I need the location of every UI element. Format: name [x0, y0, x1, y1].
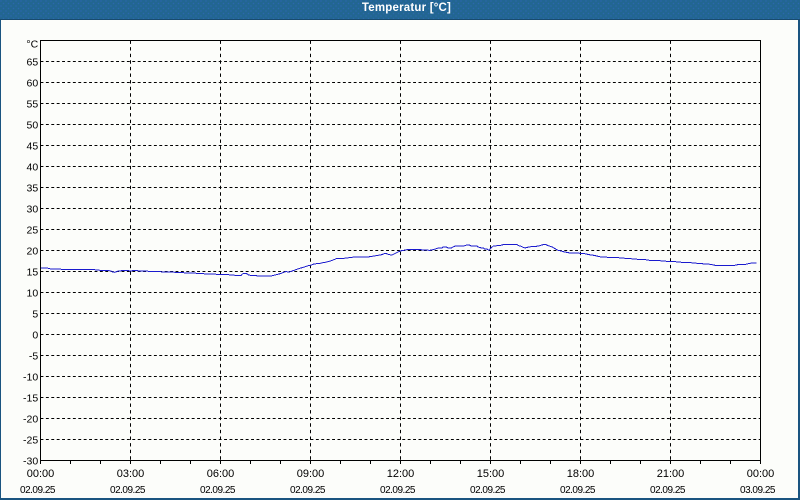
svg-text:°C: °C	[26, 39, 38, 51]
svg-text:02.09.25: 02.09.25	[650, 485, 686, 496]
svg-text:12:00: 12:00	[387, 468, 415, 480]
svg-text:40: 40	[27, 162, 39, 174]
svg-text:20: 20	[27, 246, 39, 258]
svg-text:15: 15	[27, 267, 39, 279]
svg-text:15:00: 15:00	[477, 468, 505, 480]
svg-text:02.09.25: 02.09.25	[200, 485, 236, 496]
svg-text:35: 35	[27, 183, 39, 195]
svg-text:03:00: 03:00	[117, 468, 145, 480]
svg-text:60: 60	[27, 78, 39, 90]
svg-text:02.09.25: 02.09.25	[380, 485, 416, 496]
svg-text:45: 45	[27, 141, 39, 153]
svg-text:-30: -30	[23, 456, 38, 468]
svg-text:-25: -25	[23, 435, 38, 447]
svg-text:0: 0	[32, 330, 38, 342]
svg-text:03.09.25: 03.09.25	[740, 485, 776, 496]
svg-text:10: 10	[27, 288, 39, 300]
svg-text:30: 30	[27, 204, 39, 216]
svg-text:-15: -15	[23, 393, 38, 405]
svg-text:02.09.25: 02.09.25	[560, 485, 596, 496]
svg-text:18:00: 18:00	[567, 468, 595, 480]
svg-text:50: 50	[27, 120, 39, 132]
svg-text:5: 5	[32, 309, 38, 321]
svg-text:-10: -10	[23, 372, 38, 384]
svg-text:65: 65	[27, 57, 39, 69]
svg-text:21:00: 21:00	[657, 468, 685, 480]
svg-text:-20: -20	[23, 414, 38, 426]
svg-text:02.09.25: 02.09.25	[20, 485, 56, 496]
svg-text:-5: -5	[29, 351, 38, 363]
svg-text:09:00: 09:00	[297, 468, 325, 480]
svg-text:25: 25	[27, 225, 39, 237]
svg-text:55: 55	[27, 99, 39, 111]
svg-text:00:00: 00:00	[27, 468, 55, 480]
svg-text:02.09.25: 02.09.25	[290, 485, 326, 496]
svg-text:06:00: 06:00	[207, 468, 235, 480]
svg-text:02.09.25: 02.09.25	[110, 485, 146, 496]
svg-text:02.09.25: 02.09.25	[470, 485, 506, 496]
svg-text:00:00: 00:00	[747, 468, 775, 480]
